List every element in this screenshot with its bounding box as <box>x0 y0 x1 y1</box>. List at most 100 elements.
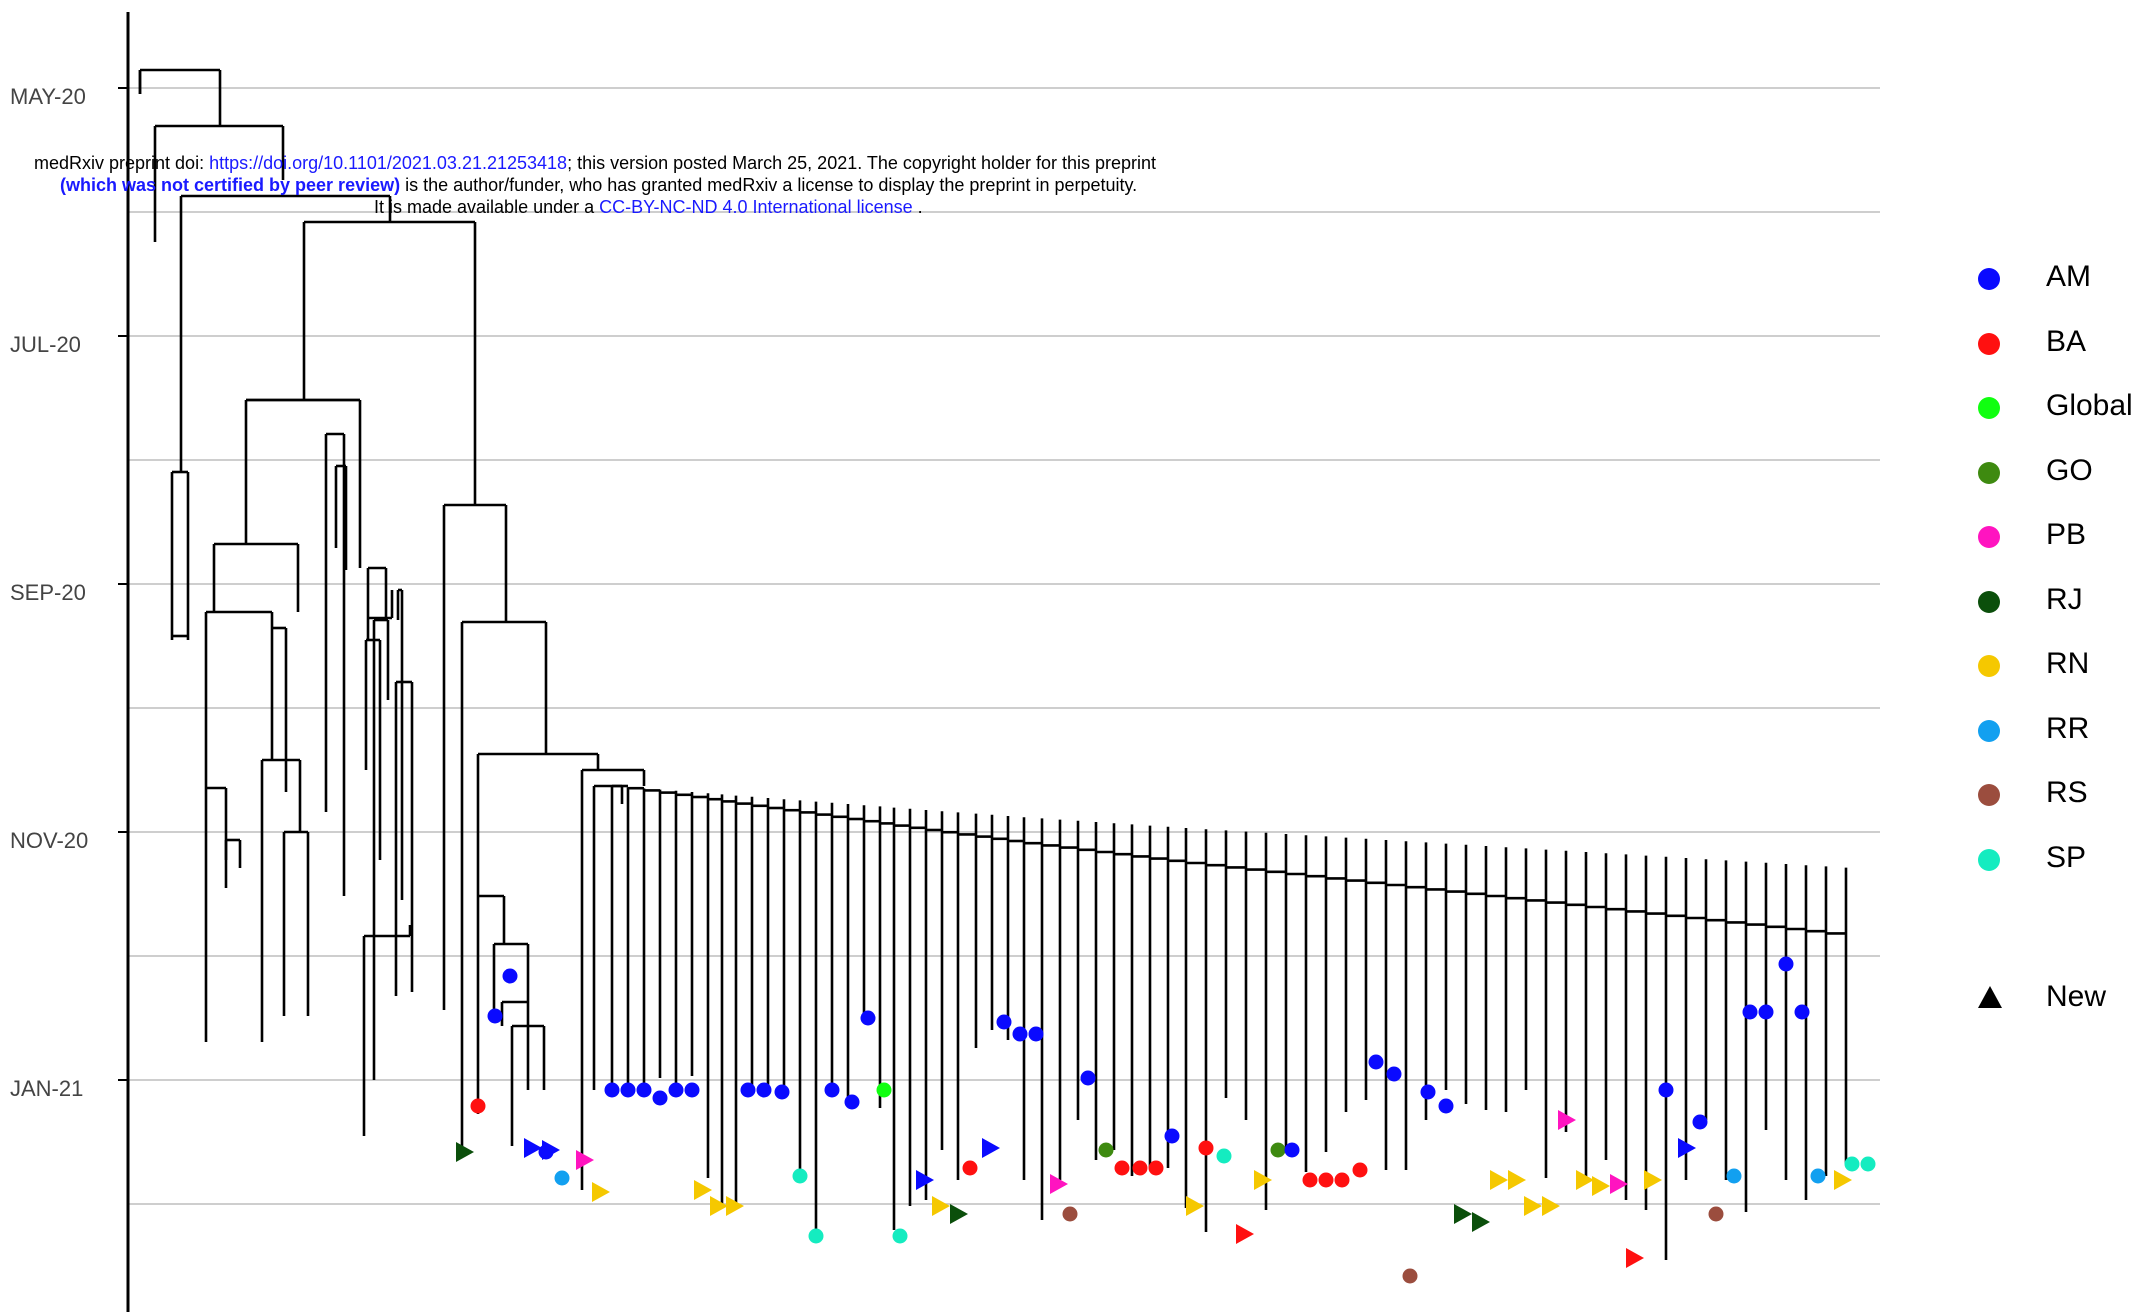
tip-ba-marker <box>962 1160 978 1176</box>
y-tick-label-jul20: JUL-20 <box>10 332 81 357</box>
tip-rs-marker <box>1062 1206 1078 1222</box>
tip-am-marker <box>1758 1004 1774 1020</box>
tip-ba-marker <box>1114 1160 1130 1176</box>
tip-pb-new-marker <box>1610 1174 1628 1194</box>
tip-am-marker <box>487 1008 503 1024</box>
watermark-line-1: medRxiv preprint doi: https://doi.org/10… <box>34 152 1156 174</box>
tip-am-marker <box>824 1082 840 1098</box>
tip-am-marker <box>1028 1026 1044 1042</box>
tip-ba-marker <box>1334 1172 1350 1188</box>
tip-ba-marker <box>1198 1140 1214 1156</box>
tip-am-new-marker <box>524 1138 542 1158</box>
tip-rj-new-marker <box>950 1204 968 1224</box>
tip-rn-new-marker <box>710 1196 728 1216</box>
tip-pb-new-marker <box>576 1150 594 1170</box>
doi-link[interactable]: https://doi.org/10.1101/2021.03.21.21253… <box>209 153 568 173</box>
tip-am-new-marker <box>982 1138 1000 1158</box>
legend-label: RR <box>2046 712 2090 745</box>
tip-sp-marker <box>1844 1156 1860 1172</box>
tip-am-marker <box>1080 1070 1096 1086</box>
tip-rn-new-marker <box>1254 1170 1272 1190</box>
tip-rn-new-marker <box>1542 1196 1560 1216</box>
tip-rn-new-marker <box>1576 1170 1594 1190</box>
legend-label: SP <box>2046 841 2087 874</box>
tip-am-marker <box>502 968 518 984</box>
peer-review-note: (which was not certified by peer review) <box>60 175 401 195</box>
tip-rn-new-marker <box>1524 1196 1542 1216</box>
tip-am-marker <box>844 1094 860 1110</box>
tip-am-new-marker <box>916 1170 934 1190</box>
tip-am-marker <box>756 1082 772 1098</box>
tip-am-new-marker <box>1678 1138 1696 1158</box>
tip-am-marker <box>668 1082 684 1098</box>
tip-pb-new-marker <box>1050 1174 1068 1194</box>
tip-am-marker <box>774 1084 790 1100</box>
legend-label: AM <box>2046 260 2091 293</box>
tip-rj-new-marker <box>1454 1204 1472 1224</box>
tip-am-marker <box>1438 1098 1454 1114</box>
watermark-prefix: medRxiv preprint doi: <box>34 153 210 173</box>
tip-sp-marker <box>892 1228 908 1244</box>
legend-label: RJ <box>2046 583 2083 616</box>
tip-am-marker <box>652 1090 668 1106</box>
tip-sp-marker <box>1860 1156 1876 1172</box>
tip-rj-new-marker <box>1472 1212 1490 1232</box>
legend-label: RS <box>2046 776 2088 809</box>
legend-dot-icon <box>1978 268 2000 290</box>
tip-am-marker <box>1284 1142 1300 1158</box>
tip-rs-marker <box>1402 1268 1418 1284</box>
tip-ba-marker <box>1302 1172 1318 1188</box>
legend-label: New <box>2046 980 2107 1013</box>
legend-label: GO <box>2046 454 2093 487</box>
legend-label: Global <box>2046 389 2133 422</box>
y-tick-label-may20: MAY-20 <box>10 84 86 109</box>
legend-dot-icon <box>1978 397 2000 419</box>
license-link[interactable]: CC-BY-NC-ND 4.0 International license <box>599 197 913 217</box>
tip-am-marker <box>1794 1004 1810 1020</box>
tip-ba-marker <box>1148 1160 1164 1176</box>
legend-dot-icon <box>1978 462 2000 484</box>
tip-am-marker <box>620 1082 636 1098</box>
legend-dot-icon <box>1978 333 2000 355</box>
legend-label: RN <box>2046 647 2090 680</box>
y-tick-label-nov20: NOV-20 <box>10 828 89 853</box>
tip-am-marker <box>1164 1128 1180 1144</box>
tip-sp-marker <box>1216 1148 1232 1164</box>
tip-ba-marker <box>1318 1172 1334 1188</box>
watermark-posted: ; this version posted March 25, 2021. Th… <box>567 153 1157 173</box>
tip-rn-new-marker <box>1834 1170 1852 1190</box>
tip-go-marker <box>1098 1142 1114 1158</box>
tip-rr-marker <box>1726 1168 1742 1184</box>
tip-ba-new-marker <box>1236 1224 1254 1244</box>
tip-rn-new-marker <box>1592 1176 1610 1196</box>
legend-dot-icon <box>1978 849 2000 871</box>
tip-sp-marker <box>808 1228 824 1244</box>
legend-dot-icon <box>1978 784 2000 806</box>
tip-am-marker <box>740 1082 756 1098</box>
tip-am-marker <box>1658 1082 1674 1098</box>
tip-rn-new-marker <box>726 1196 744 1216</box>
legend-dot-icon <box>1978 720 2000 742</box>
tip-am-marker <box>1368 1054 1384 1070</box>
tip-am-new-marker <box>542 1140 560 1160</box>
tip-rs-marker <box>1708 1206 1724 1222</box>
tree-branches <box>138 68 1848 1260</box>
tip-am-marker <box>1778 956 1794 972</box>
legend-dot-icon <box>1978 591 2000 613</box>
tip-rn-new-marker <box>1508 1170 1526 1190</box>
tree-tips <box>456 956 1876 1284</box>
tip-ba-marker <box>470 1098 486 1114</box>
tip-am-marker <box>860 1010 876 1026</box>
tip-am-marker <box>1692 1114 1708 1130</box>
tip-rn-new-marker <box>932 1196 950 1216</box>
tip-ba-marker <box>1132 1160 1148 1176</box>
tip-ba-new-marker <box>1626 1248 1644 1268</box>
watermark-line-3: It is made available under a CC-BY-NC-ND… <box>374 196 923 218</box>
tip-am-marker <box>996 1014 1012 1030</box>
tip-rn-new-marker <box>1186 1196 1204 1216</box>
tip-rr-marker <box>554 1170 570 1186</box>
watermark-line-2: (which was not certified by peer review)… <box>60 174 1137 196</box>
tip-rn-new-marker <box>1644 1170 1662 1190</box>
tip-rn-new-marker <box>592 1182 610 1202</box>
